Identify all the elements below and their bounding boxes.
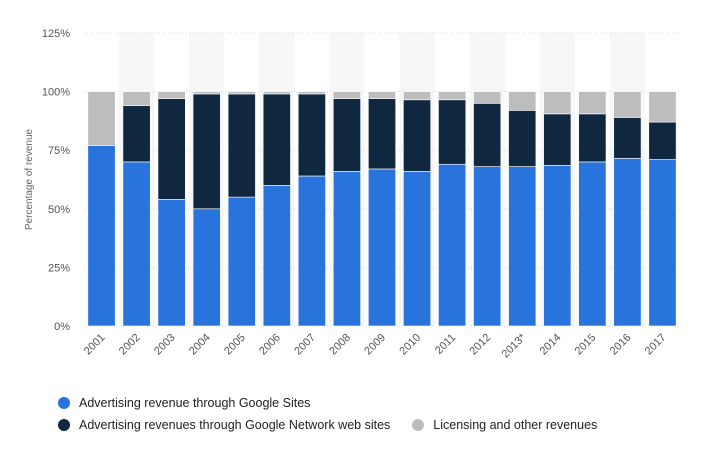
bar-segment <box>192 208 221 327</box>
bar-segment <box>578 113 607 163</box>
bar-segment <box>87 91 116 146</box>
bar-segment <box>438 99 467 165</box>
bars <box>87 91 677 327</box>
bar-segment <box>613 158 642 327</box>
bar-segment <box>368 168 396 327</box>
bar-segment <box>157 98 186 200</box>
bar-segment <box>648 159 677 327</box>
legend-item-licensing[interactable]: Licensing and other revenues <box>412 418 597 432</box>
bar-segment <box>332 91 361 99</box>
bar-segment <box>438 91 467 101</box>
x-tick-label: 2014 <box>538 332 564 358</box>
bar-segment <box>297 175 326 327</box>
y-tick-label: 50% <box>48 204 70 216</box>
bar-segment <box>368 98 396 170</box>
bar-segment <box>508 166 537 327</box>
x-tick-label: 2008 <box>327 332 353 358</box>
bar-segment <box>122 161 151 327</box>
bar-segment <box>473 91 502 104</box>
x-tick-label: 2017 <box>643 332 669 358</box>
y-axis-ticks: 0% 25% 50% 75% 100% 125% <box>42 28 70 333</box>
x-tick-label: 2004 <box>187 332 213 358</box>
bar-segment <box>403 170 432 327</box>
bar-segment <box>403 99 432 172</box>
bar-segment <box>473 103 502 167</box>
x-tick-label: 2005 <box>222 332 248 358</box>
bar-segment <box>262 93 291 186</box>
x-tick-label: 2016 <box>608 332 634 358</box>
y-tick-label: 125% <box>42 28 70 40</box>
x-tick-label: 2001 <box>82 332 108 358</box>
bar-segment <box>227 91 256 95</box>
bar-segment <box>543 165 572 327</box>
bar-segment <box>508 110 537 167</box>
x-tick-label: 2015 <box>573 332 599 358</box>
x-tick-label: 2013* <box>500 331 529 360</box>
x-tick-label: 2009 <box>362 332 388 358</box>
y-tick-label: 0% <box>54 321 70 333</box>
bar-segment <box>87 145 116 327</box>
stacked-bar-chart: 0% 25% 50% 75% 100% 125% 2001 2002 2003 2004 2005… <box>24 28 680 360</box>
legend-label-google-sites: Advertising revenue through Google Sites <box>79 396 311 410</box>
x-tick-label: 2002 <box>117 332 143 358</box>
legend-swatch-licensing <box>412 419 425 431</box>
y-tick-label: 25% <box>48 262 70 274</box>
legend: Advertising revenue through Google Sites… <box>58 392 698 436</box>
legend-swatch-google-sites <box>58 397 70 409</box>
legend-item-google-network[interactable]: Advertising revenues through Google Netw… <box>58 418 390 432</box>
bar-segment <box>613 117 642 159</box>
bar-segment <box>613 91 642 118</box>
bar-segment <box>157 91 186 99</box>
bar-segment <box>227 196 256 327</box>
legend-swatch-google-network <box>58 419 70 431</box>
bar-segment <box>543 91 572 115</box>
bar-segment <box>578 91 607 115</box>
y-tick-label: 100% <box>42 87 70 99</box>
bar-segment <box>648 121 677 160</box>
bar-segment <box>332 98 361 172</box>
bar-segment <box>297 93 326 177</box>
bar-segment <box>648 91 677 123</box>
bar-segment <box>578 161 607 327</box>
bar-segment <box>192 91 221 95</box>
legend-row-1: Advertising revenue through Google Sites <box>58 392 698 414</box>
legend-label-licensing: Licensing and other revenues <box>433 418 598 432</box>
bar-segment <box>122 91 151 106</box>
legend-label-google-network: Advertising revenues through Google Netw… <box>79 418 391 432</box>
x-tick-label: 2003 <box>152 332 178 358</box>
x-axis-ticks: 2001 2002 2003 2004 2005 2006 2007 2008 2009 2010… <box>82 331 669 360</box>
x-tick-label: 2012 <box>467 332 493 358</box>
bar-segment <box>332 170 361 327</box>
y-axis-label: Percentage of revenue <box>24 128 35 230</box>
bar-segment <box>508 91 537 111</box>
bar-segment <box>122 105 151 163</box>
bar-segment <box>262 185 291 327</box>
x-tick-label: 2006 <box>257 332 283 358</box>
y-tick-label: 75% <box>48 145 70 157</box>
bar-segment <box>157 199 186 327</box>
bar-segment <box>438 163 467 327</box>
bar-segment <box>543 113 572 166</box>
bar-segment <box>297 91 326 95</box>
bar-segment <box>473 166 502 327</box>
bar-segment <box>403 91 432 101</box>
legend-row-2: Advertising revenues through Google Netw… <box>58 414 698 436</box>
x-tick-label: 2007 <box>292 332 318 358</box>
x-tick-label: 2010 <box>397 332 423 358</box>
bar-segment <box>227 93 256 198</box>
legend-item-google-sites[interactable]: Advertising revenue through Google Sites <box>58 396 310 410</box>
bar-segment <box>262 91 291 95</box>
bar-segment <box>368 91 396 99</box>
bar-segment <box>192 93 221 210</box>
x-tick-label: 2011 <box>433 332 458 357</box>
